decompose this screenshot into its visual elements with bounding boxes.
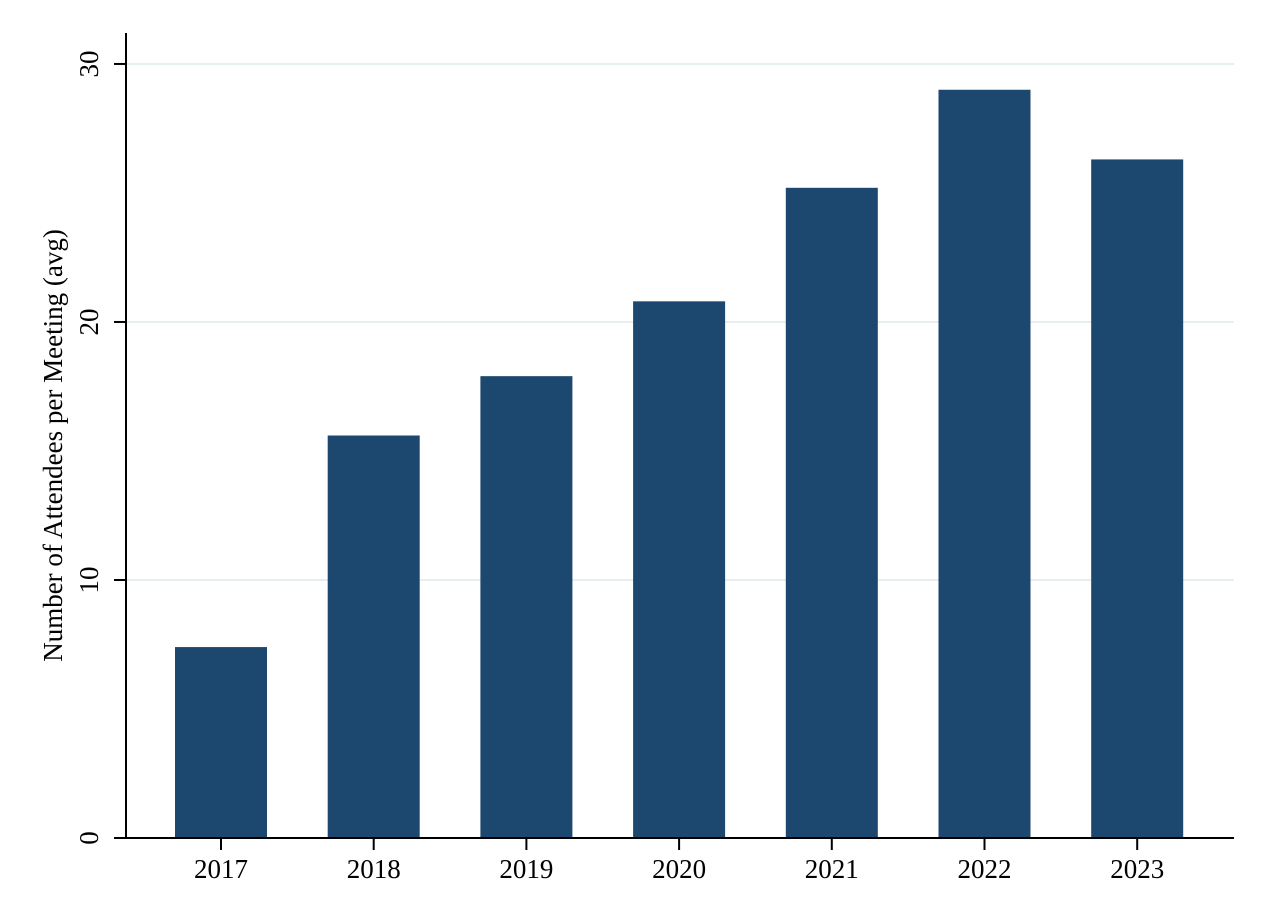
x-ticks: 2017 2018 2019 2020 2021 2022 2023 bbox=[194, 838, 1164, 884]
bar-2018 bbox=[327, 435, 420, 838]
bar-2019 bbox=[480, 376, 573, 838]
bar-2023 bbox=[1091, 159, 1184, 839]
x-tick-label-2019: 2019 bbox=[499, 854, 553, 884]
x-tick-label-2023: 2023 bbox=[1110, 854, 1164, 884]
y-ticks: 0 10 20 30 bbox=[74, 50, 126, 845]
y-tick-label-0: 0 bbox=[74, 831, 104, 845]
bar-2017 bbox=[175, 647, 267, 838]
x-tick-label-2018: 2018 bbox=[347, 854, 401, 884]
y-tick-label-30: 30 bbox=[74, 50, 104, 77]
bars bbox=[175, 89, 1184, 839]
bar-2021 bbox=[785, 187, 878, 839]
bar-2022 bbox=[938, 89, 1031, 838]
y-tick-label-10: 10 bbox=[74, 566, 104, 593]
y-axis-title: Number of Attendees per Meeting (avg) bbox=[38, 229, 68, 662]
x-tick-label-2022: 2022 bbox=[958, 854, 1012, 884]
y-tick-label-20: 20 bbox=[74, 308, 104, 335]
x-tick-label-2020: 2020 bbox=[652, 854, 706, 884]
bar-2020 bbox=[633, 301, 726, 838]
x-tick-label-2021: 2021 bbox=[805, 854, 859, 884]
x-tick-label-2017: 2017 bbox=[194, 854, 248, 884]
